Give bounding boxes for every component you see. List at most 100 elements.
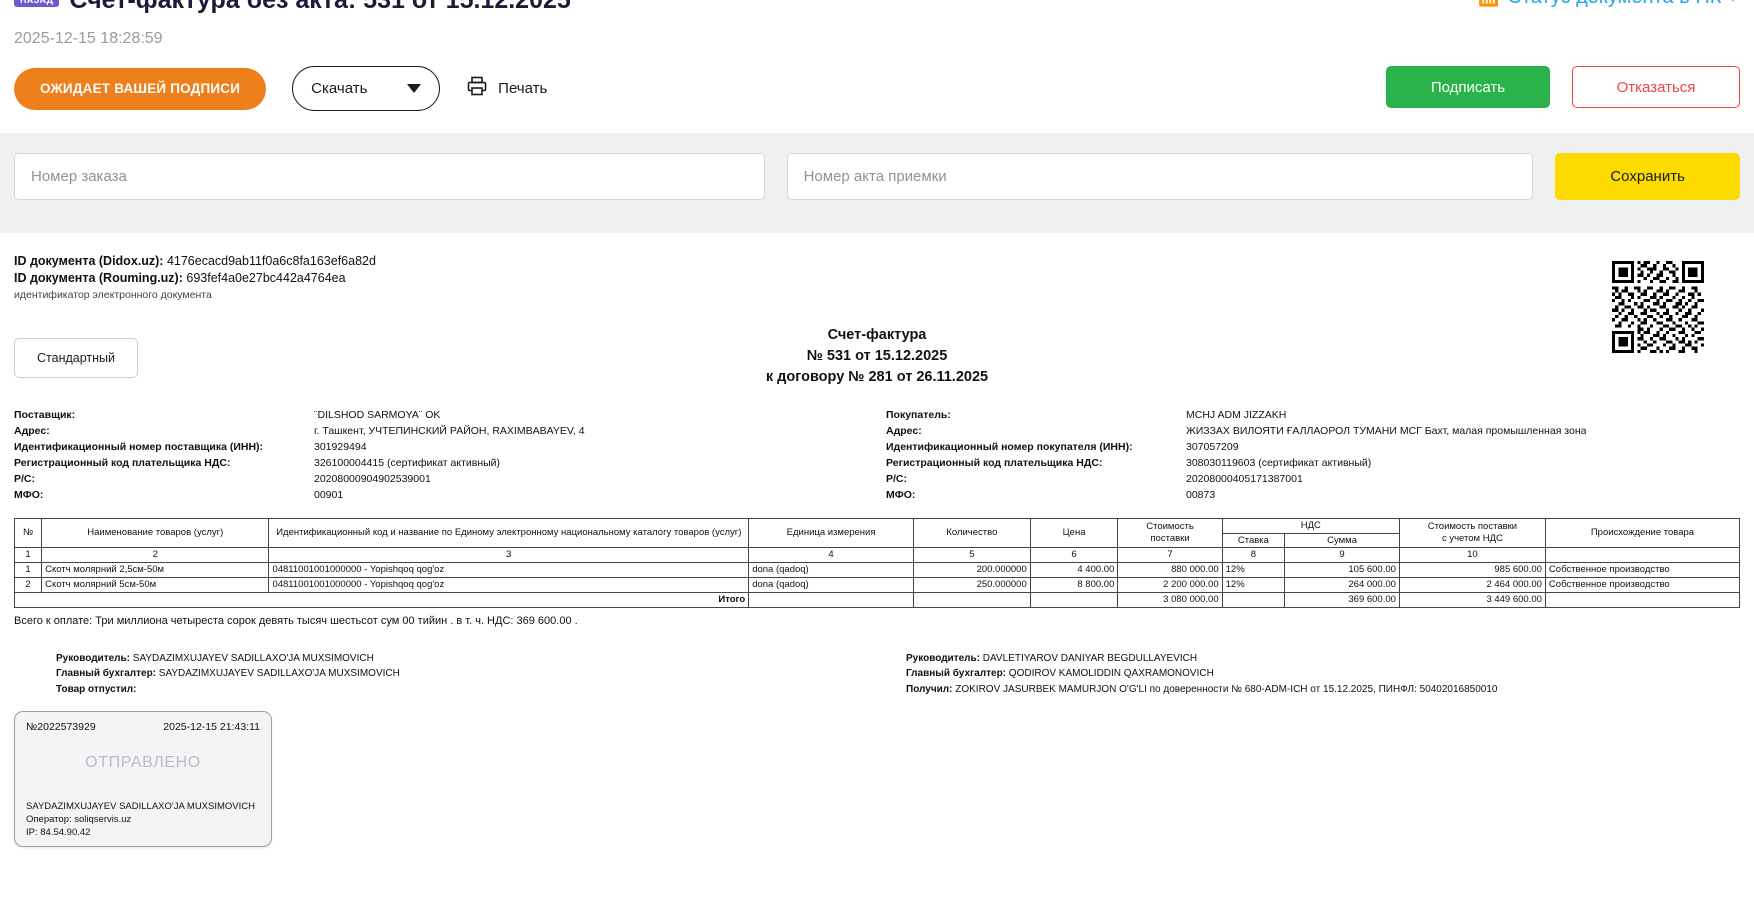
table-column-numbers-row: 1 2 3 4 5 6 7 8 9 10 <box>13 547 1741 564</box>
save-button[interactable]: Сохранить <box>1555 153 1740 200</box>
colnum-10: 10 <box>1398 547 1546 564</box>
invoice-title: Счет-фактура <box>827 327 927 343</box>
totals-rate-empty <box>1221 592 1286 608</box>
buyer-received-value: ZOKIROV JASURBEK MAMURJON O'G'LI по дове… <box>952 683 1498 695</box>
sign-button[interactable]: Подписать <box>1386 66 1550 108</box>
th-unit: Единица измерения <box>748 517 914 549</box>
buyer-label-5: МФО: <box>886 488 916 501</box>
th-vat-sum: Сумма <box>1284 532 1400 549</box>
document-timestamp: 2025-12-15 18:28:59 <box>14 30 163 47</box>
colnum-4: 4 <box>748 547 914 564</box>
download-dropdown-button[interactable]: Скачать <box>292 66 441 111</box>
cell-quantity: 200.000000 <box>912 562 1031 579</box>
status-badge-awaiting-signature[interactable]: ОЖИДАЕТ ВАШЕЙ ПОДПИСИ <box>14 67 267 110</box>
page-title: Счет-фактура без акта: 531 от 15.12.2025 <box>69 0 571 14</box>
template-type-button[interactable]: Стандартный <box>14 337 138 378</box>
th-catalog-code: Идентификационный код и название по Един… <box>268 517 750 549</box>
totals-total: 3 449 600.00 <box>1398 592 1546 608</box>
supplier-label-4: Р/С: <box>14 472 35 485</box>
supplier-address: г. Ташкент, УЧТЕПИНСКИЙ РАЙОН, RAXIMBABA… <box>314 424 585 437</box>
download-label: Скачать <box>311 80 368 97</box>
colnum-7: 7 <box>1117 547 1223 564</box>
buyer-director-value: DAVLETIYAROV DANIYAR BEGDULLAYEVICH <box>980 652 1198 664</box>
th-price: Цена <box>1029 517 1119 549</box>
qr-code <box>1612 261 1704 353</box>
supplier-released-label: Товар отпустил: <box>56 683 137 695</box>
table-subheader-row: Ставка Сумма <box>15 532 1740 549</box>
supplier-label-5: МФО: <box>14 488 44 501</box>
buyer-account: 20208000405171387001 <box>1186 472 1303 485</box>
stamp-datetime: 2025-12-15 21:43:11 <box>163 721 260 734</box>
totals-vat-sum: 369 600.00 <box>1284 592 1400 608</box>
cell-row-number: 1 <box>13 562 43 579</box>
supplier-account: 20208000904902539001 <box>314 472 431 485</box>
th-total-line2: с учетом НДС <box>1441 533 1503 545</box>
cell-price: 8 800.00 <box>1029 577 1119 594</box>
status-document-nk-link[interactable]: 📶 Статус документа в НК ▾ <box>1478 0 1736 9</box>
th-total-with-vat: Стоимость поставки с учетом НДС <box>1398 517 1546 549</box>
refuse-button[interactable]: Отказаться <box>1572 66 1740 108</box>
th-vat-group: НДС <box>1221 517 1400 534</box>
supplier-label-0: Поставщик: <box>14 408 76 421</box>
buyer-accountant-value: QODIROV KAMOLIDDIN QAXRAMONOVICH <box>1006 668 1214 680</box>
stamp-number: №2022573929 <box>26 721 96 734</box>
stamp-ip: IP: 84.54.90.42 <box>26 826 91 838</box>
supplier-label-3: Регистрационный код плательщика НДС: <box>14 456 231 469</box>
chevron-down-icon: ▾ <box>1729 0 1736 6</box>
cell-catalog-code: 04811001001000000 - Yopishqoq qog'oz <box>268 562 750 579</box>
colnum-11 <box>1544 547 1741 564</box>
back-button[interactable]: НАЗАД <box>14 0 60 8</box>
cell-cost: 880 000.00 <box>1117 562 1223 579</box>
buyer-mfo: 00873 <box>1186 488 1216 501</box>
table-totals-row: Итого 3 080 000.00 369 600.00 3 449 600.… <box>13 592 1741 608</box>
th-cost-line1: Стоимость <box>1146 521 1194 533</box>
buyer-received-label: Получил: <box>906 683 953 695</box>
buyer-label-4: Р/С: <box>886 472 907 485</box>
signature-stamp: №2022573929 2025-12-15 21:43:11 ОТПРАВЛЕ… <box>14 711 272 848</box>
cell-vat-rate: 12% <box>1221 577 1286 594</box>
buyer-label-1: Адрес: <box>886 424 922 437</box>
buyer-address: ЖИЗЗАХ ВИЛОЯТИ ҒАЛЛАОРОЛ ТУМАНИ МСГ Бахт… <box>1186 424 1587 437</box>
buyer-labels: Покупатель: Адрес: Идентификационный ном… <box>886 408 1186 504</box>
items-table: № Наименование товаров (услуг) Идентифик… <box>13 517 1741 608</box>
cell-total-with-vat: 2 464 000.00 <box>1398 577 1546 594</box>
supplier-accountant-value: SAYDAZIMXUJAYEV SADILLAXO'JA MUXSIMOVICH <box>156 668 400 680</box>
broadcast-icon: 📶 <box>1478 0 1499 6</box>
top-header-bar: НАЗАД Счет-фактура без акта: 531 от 15.1… <box>0 0 1754 18</box>
th-total-line1: Стоимость поставки <box>1427 521 1518 533</box>
buyer-label-3: Регистрационный код плательщика НДС: <box>886 456 1103 469</box>
colnum-9: 9 <box>1284 547 1400 564</box>
supplier-vat-code: 326100004415 (сертификат активный) <box>314 456 501 469</box>
cell-vat-sum: 264 000.00 <box>1284 577 1400 594</box>
invoice-document: ID документа (Didox.uz): 4176ecacd9ab11f… <box>0 233 1754 697</box>
totals-origin-empty <box>1544 592 1741 608</box>
cell-vat-sum: 105 600.00 <box>1284 562 1400 579</box>
supplier-label-2: Идентификационный номер поставщика (ИНН)… <box>14 440 264 453</box>
primary-actions: Подписать Отказаться <box>1386 66 1740 108</box>
strip-divider <box>0 220 1754 233</box>
th-cost: Стоимость поставки <box>1117 517 1223 549</box>
totals-qty-empty <box>912 592 1031 608</box>
cell-catalog-code: 04811001001000000 - Yopishqoq qog'oz <box>268 577 750 594</box>
didox-id-label: ID документа (Didox.uz): <box>14 254 164 268</box>
cell-row-number: 2 <box>13 577 43 594</box>
supplier-accountant-label: Главный бухгалтер: <box>56 668 157 680</box>
totals-price-empty <box>1029 592 1119 608</box>
acceptance-act-number-input[interactable] <box>786 153 1534 200</box>
order-number-input[interactable] <box>14 153 765 200</box>
print-button[interactable]: Печать <box>466 76 547 101</box>
caret-down-icon <box>407 84 422 93</box>
rouming-id-label: ID документа (Rouming.uz): <box>14 270 183 285</box>
th-vat-rate: Ставка <box>1221 532 1286 549</box>
stamp-operator: Оператор: soliqservis.uz <box>26 813 132 825</box>
cell-total-with-vat: 985 600.00 <box>1398 562 1546 579</box>
colnum-1: 1 <box>13 547 43 564</box>
document-id-caption: идентификатор электронного документа <box>14 288 212 301</box>
buyer-director-label: Руководитель: <box>906 652 980 664</box>
totals-cost: 3 080 000.00 <box>1117 592 1223 608</box>
cell-vat-rate: 12% <box>1221 562 1286 579</box>
th-name: Наименование товаров (услуг) <box>41 517 270 549</box>
invoice-contract-ref: к договору № 281 от 26.11.2025 <box>765 369 989 386</box>
colnum-2: 2 <box>41 547 270 564</box>
